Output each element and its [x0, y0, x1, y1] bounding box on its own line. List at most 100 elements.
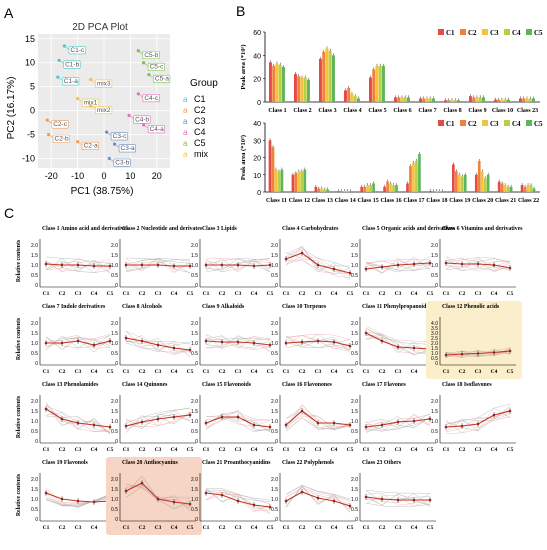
profile-xtick-label: C5 — [507, 447, 514, 453]
bar-category-label: Class 9 — [468, 108, 486, 114]
profile-trace — [205, 488, 271, 505]
profile-mean-point — [476, 352, 480, 355]
bar-category-label: Class 10 — [492, 108, 513, 114]
profile-trace — [285, 259, 351, 274]
pca-point-label: C3-c — [113, 133, 127, 140]
bar — [320, 188, 324, 192]
profile-ytick-label: 1.5 — [351, 253, 358, 259]
profile-ytick-label: 1.0 — [191, 497, 198, 503]
profile-ytick-label: 1.0 — [191, 341, 198, 347]
profile-trace — [45, 495, 111, 507]
profile-mean-point — [252, 341, 256, 345]
profile-mean-point — [188, 413, 192, 417]
profile-trace — [285, 485, 351, 501]
bar-legend-swatch — [504, 29, 510, 35]
bar-legend-label: C1 — [446, 29, 455, 37]
profile-trace — [205, 413, 271, 433]
pca-ytick-label: -10 — [22, 153, 35, 163]
pca-legend-key: a — [183, 106, 188, 115]
pca-label-box — [142, 50, 160, 60]
profile-trace — [205, 415, 271, 432]
profile-mean-point — [332, 267, 336, 271]
bar — [394, 97, 397, 102]
profile-title: Class 16 Flavonones — [282, 382, 333, 388]
profile-mean-point — [140, 263, 144, 267]
profile-trace — [125, 410, 191, 433]
profile-mean-point — [348, 271, 352, 275]
profile-ytick-label: 1.0 — [31, 419, 38, 425]
pca-legend-label: mix — [194, 149, 208, 159]
bar-legend-label: C1 — [446, 120, 455, 128]
profile-trace — [205, 257, 271, 263]
profile-xtick-label: C2 — [139, 291, 146, 297]
profile-ytick-label: 0.5 — [271, 507, 278, 513]
profile-mean-point — [252, 264, 256, 268]
bar-category-label: Class 21 — [495, 198, 516, 204]
bar-legend-swatch — [482, 120, 488, 126]
profile-mean-point — [204, 263, 208, 267]
profile-ytick-label: 2.0 — [111, 243, 118, 249]
profile-ytick-label: 0 — [115, 361, 118, 367]
bar — [509, 186, 513, 192]
profile-mean-point — [236, 340, 240, 344]
bar — [366, 185, 369, 192]
profile-xtick-label: C4 — [411, 447, 418, 453]
profile-ytick-label: 1.0 — [431, 263, 438, 269]
pca-label-box — [81, 141, 99, 150]
bar — [372, 183, 375, 192]
bar — [532, 98, 535, 102]
profile-xtick-label: C2 — [59, 447, 66, 453]
bar — [415, 160, 418, 192]
pca-legend-label: C2 — [194, 105, 206, 115]
pca-xtick-label: -20 — [45, 171, 58, 181]
bar-legend-swatch — [460, 120, 466, 126]
profile-xtick-label: C2 — [379, 291, 386, 297]
pca-leader-line — [47, 119, 52, 124]
profile-xtick-label: C5 — [187, 369, 194, 375]
profile-xtick-label: C3 — [395, 525, 402, 531]
bar — [386, 181, 389, 192]
profile-title: Class 10 Terpenes — [282, 304, 327, 310]
bar — [425, 98, 429, 102]
pca-label-box — [68, 46, 86, 55]
pca-point-label: C5-a — [155, 76, 169, 83]
profile-xtick-label: C4 — [171, 525, 178, 531]
pca-point-label: C2-a — [84, 143, 98, 150]
bar — [483, 178, 487, 192]
profile-xtick-label: C5 — [267, 291, 274, 297]
profile-trace — [125, 258, 191, 271]
profile-mean-point — [332, 499, 336, 503]
profile-mean-point — [364, 425, 368, 429]
bar — [428, 98, 432, 102]
pca-xtick-label: 0 — [101, 171, 106, 181]
profile-xtick-label: C4 — [171, 369, 178, 375]
bar — [274, 169, 278, 192]
profile-ytick-label: 0 — [115, 283, 118, 289]
pca-label-box — [63, 60, 81, 69]
profile-title: Class 21 Proanthocyanidins — [202, 460, 271, 466]
pca-xlabel: PC1 (38.75%) — [71, 186, 134, 197]
profile-ytick-label: 1.5 — [31, 253, 38, 259]
bar-ytick-label: 0 — [257, 190, 261, 197]
profile-trace — [125, 335, 191, 358]
profile-xtick-label: C1 — [363, 291, 370, 297]
pca-point-label: C3-a — [121, 145, 135, 152]
bar — [349, 191, 353, 192]
profile-ytick-label: 4.0 — [431, 321, 438, 327]
profile-trace — [205, 258, 271, 271]
profile-xtick-label: C3 — [475, 369, 482, 375]
bar — [435, 191, 438, 192]
pca-leader-line — [143, 124, 148, 129]
bar — [294, 74, 297, 102]
profile-mean-point — [124, 336, 128, 340]
profile-xtick-label: C2 — [379, 447, 386, 453]
bar — [382, 65, 385, 102]
profile-xtick-label: C2 — [139, 447, 146, 453]
profile-ytick-label: 0.5 — [31, 351, 38, 357]
profile-mean-point — [444, 261, 448, 265]
profile-ytick-label: 1.0 — [351, 497, 358, 503]
profile-mean-point — [76, 263, 80, 267]
profile-mean-point — [220, 340, 224, 344]
profile-xtick-label: C3 — [395, 369, 402, 375]
bar-category-label: Class 20 — [472, 198, 493, 204]
